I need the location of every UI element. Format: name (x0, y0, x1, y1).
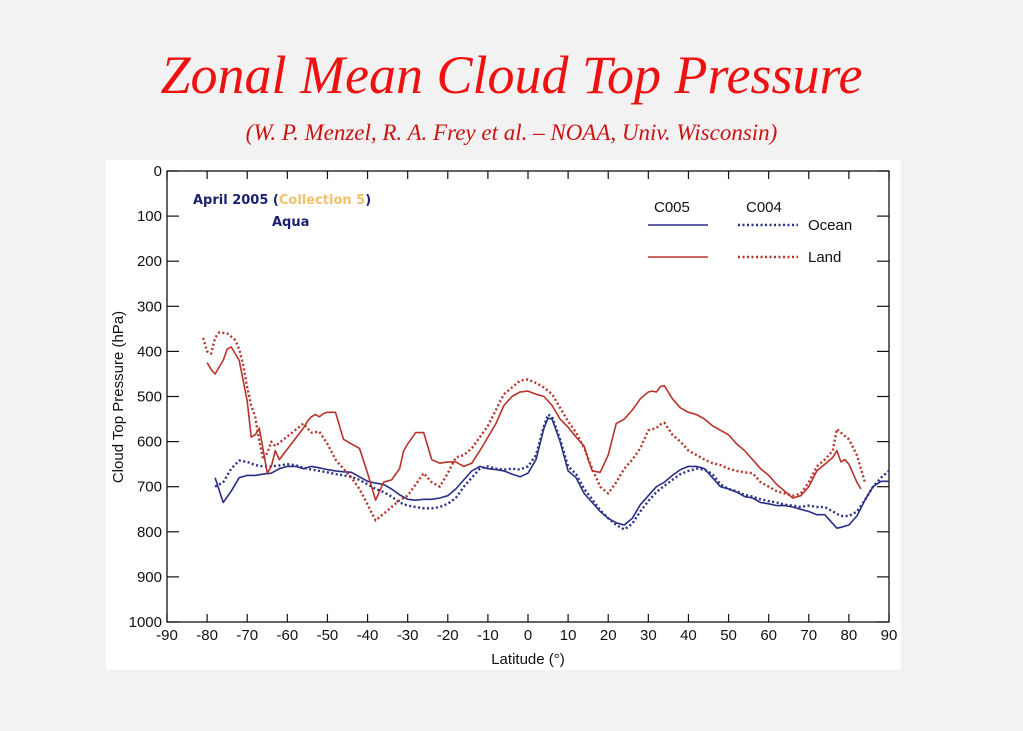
y-tick-label: 900 (137, 569, 162, 586)
x-tick-label: 0 (524, 627, 532, 644)
x-tick-label: 30 (640, 627, 657, 644)
legend-label-ocean: Ocean (808, 217, 852, 234)
series-line-c004-land (201, 331, 867, 522)
x-tick-label: 70 (800, 627, 817, 644)
y-tick-label: 400 (137, 343, 162, 360)
x-tick-label: -60 (276, 627, 298, 644)
chart-panel: -90 -80 -70 -60 -50 -40 -30 -20 -10 0 10 20 30 40 50 60… (106, 160, 901, 670)
x-tick-label: -10 (477, 627, 499, 644)
y-tick-label: 500 (137, 389, 162, 406)
slide-title: Zonal Mean Cloud Top Pressure (160, 45, 863, 105)
x-tick-label: -50 (317, 627, 339, 644)
series-line-c005-land (206, 346, 862, 501)
legend: C005 C004 Ocean Land (648, 199, 852, 266)
x-tick-label: -80 (196, 627, 218, 644)
x-tick-label: 50 (720, 627, 737, 644)
axes-layer: -90 -80 -70 -60 -50 -40 -30 -20 -10 0 10 20 30 40 50 60… (129, 163, 898, 644)
x-tick-label: 40 (680, 627, 697, 644)
cloud-top-pressure-chart: -90 -80 -70 -60 -50 -40 -30 -20 -10 0 10 20 30 40 50 60… (110, 163, 898, 668)
x-tick-label: 80 (841, 627, 858, 644)
x-tick-label: 90 (881, 627, 898, 644)
series-layer (201, 331, 890, 531)
x-tick-label: -30 (397, 627, 419, 644)
x-tick-label: -70 (236, 627, 258, 644)
y-tick-label: 0 (154, 163, 162, 180)
plot-frame (166, 170, 890, 623)
y-tick-label: 800 (137, 524, 162, 541)
series-line-c004-ocean (214, 413, 890, 531)
annotation-platform: Aqua (272, 215, 309, 230)
annotation-suffix: ) (365, 193, 371, 208)
y-tick-label: 100 (137, 208, 162, 225)
x-tick-label: -40 (357, 627, 379, 644)
x-tick-label: 20 (600, 627, 617, 644)
y-tick-label: 1000 (129, 614, 162, 631)
y-tick-label: 200 (137, 253, 162, 270)
annotation-collection: Collection 5 (279, 193, 365, 208)
slide-subtitle: (W. P. Menzel, R. A. Frey et al. – NOAA,… (245, 120, 778, 145)
x-axis-title: Latitude (°) (491, 651, 565, 668)
x-tick-label: 60 (760, 627, 777, 644)
y-tick-label: 600 (137, 434, 162, 451)
x-tick-label: 10 (560, 627, 577, 644)
x-tick-label: -20 (437, 627, 459, 644)
x-tick-label: -90 (156, 627, 178, 644)
annotation-period: April 2005 (Collection 5) (193, 193, 371, 208)
y-tick-label: 300 (137, 298, 162, 315)
legend-label-land: Land (808, 249, 841, 266)
legend-header-c005: C005 (654, 199, 690, 216)
y-tick-label: 700 (137, 479, 162, 496)
y-axis-title: Cloud Top Pressure (hPa) (110, 311, 127, 483)
annotation-prefix: April 2005 ( (193, 193, 279, 208)
legend-header-c004: C004 (746, 199, 782, 216)
series-line-c005-ocean (214, 417, 889, 529)
